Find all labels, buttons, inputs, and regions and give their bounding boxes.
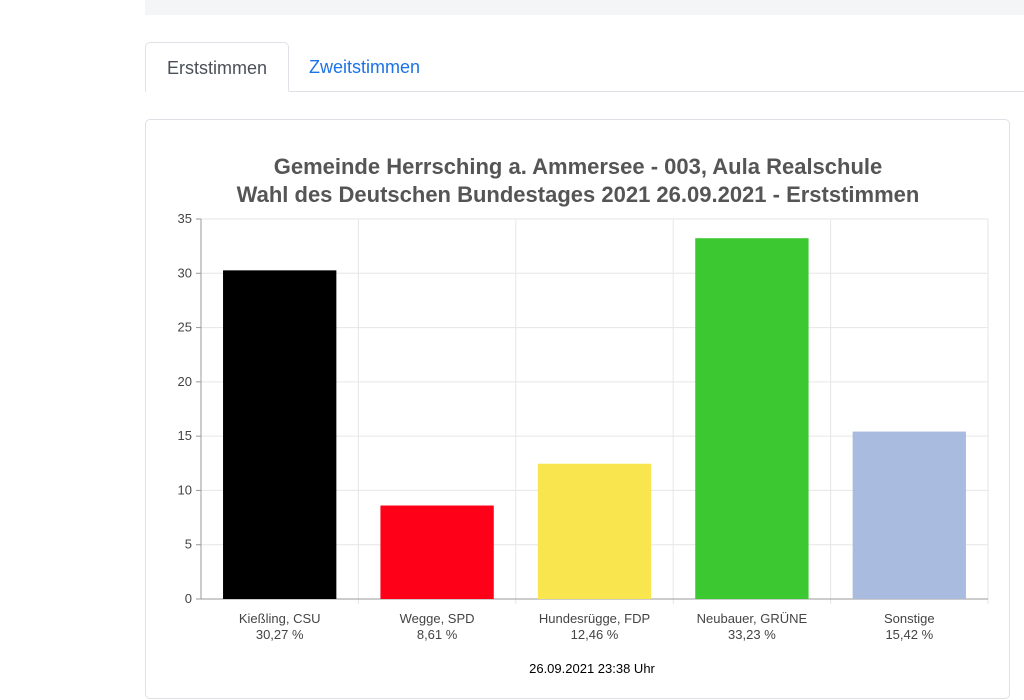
y-tick-label: 35 xyxy=(178,211,192,226)
tab-erststimmen[interactable]: Erststimmen xyxy=(145,42,289,92)
y-tick-label: 10 xyxy=(178,482,192,497)
bar[interactable] xyxy=(537,463,652,599)
bar[interactable] xyxy=(852,431,966,599)
bar-value-label: 30,27 % xyxy=(256,627,304,642)
chart-title: Gemeinde Herrsching a. Ammersee - 003, A… xyxy=(274,154,883,179)
chart-subtitle: Wahl des Deutschen Bundestages 2021 26.0… xyxy=(237,182,920,207)
tab-bar: Erststimmen Zweitstimmen xyxy=(145,42,1024,92)
chart-card: Gemeinde Herrsching a. Ammersee - 003, A… xyxy=(145,119,1010,699)
y-tick-label: 25 xyxy=(178,320,192,335)
x-category-label: Neubauer, GRÜNE xyxy=(697,611,808,626)
y-tick-label: 5 xyxy=(185,537,192,552)
x-category-label: Hundesrügge, FDP xyxy=(539,611,650,626)
tab-zweitstimmen[interactable]: Zweitstimmen xyxy=(309,57,421,77)
chart-footer-timestamp: 26.09.2021 23:38 Uhr xyxy=(529,661,655,676)
bar-value-label: 15,42 % xyxy=(885,627,933,642)
x-category-label: Sonstige xyxy=(884,611,935,626)
bar-value-label: 8,61 % xyxy=(417,627,458,642)
bar[interactable] xyxy=(695,238,809,599)
bar-value-label: 33,23 % xyxy=(728,627,776,642)
y-tick-label: 20 xyxy=(178,374,192,389)
bar[interactable] xyxy=(223,270,337,599)
bar-value-label: 12,46 % xyxy=(571,627,619,642)
top-strip xyxy=(145,0,1024,15)
y-tick-label: 30 xyxy=(178,265,192,280)
x-category-label: Wegge, SPD xyxy=(400,611,475,626)
y-tick-label: 15 xyxy=(178,428,192,443)
bar-chart: Gemeinde Herrsching a. Ammersee - 003, A… xyxy=(178,154,989,676)
y-tick-label: 0 xyxy=(185,591,192,606)
x-category-label: Kießling, CSU xyxy=(239,611,321,626)
bar[interactable] xyxy=(380,505,494,599)
